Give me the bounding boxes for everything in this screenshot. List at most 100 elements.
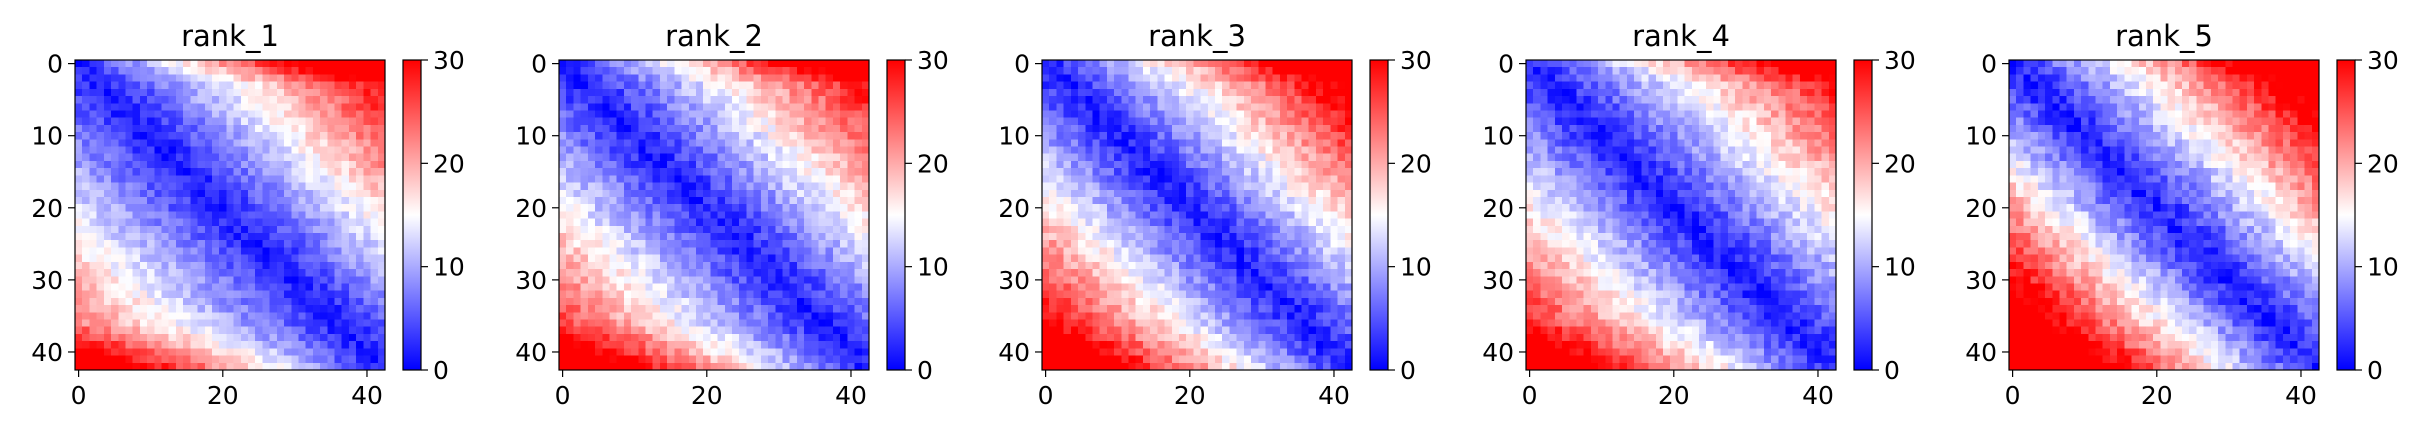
heatmap-cell <box>1251 60 1259 68</box>
heatmap-cell <box>312 204 321 212</box>
heatmap-cell <box>782 276 791 285</box>
heatmap-cell <box>768 204 776 212</box>
heatmap-cell <box>211 196 220 205</box>
heatmap-cell <box>356 362 364 371</box>
heatmap-cell <box>89 269 98 277</box>
heatmap-cell <box>226 67 235 76</box>
heatmap-cell <box>789 103 798 112</box>
heatmap-cell <box>1171 60 1180 68</box>
heatmap-cell <box>348 124 357 133</box>
heatmap-cell <box>746 326 755 335</box>
heatmap-cell <box>1222 103 1231 112</box>
heatmap-cell <box>703 211 711 220</box>
heatmap-cell <box>832 218 841 227</box>
heatmap-cell <box>580 96 589 104</box>
heatmap-cell <box>111 139 119 148</box>
heatmap-cell <box>82 348 91 357</box>
heatmap-cell <box>1142 117 1151 126</box>
heatmap-cell <box>370 225 379 234</box>
heatmap-cell <box>1236 132 1245 140</box>
heatmap-cell <box>75 290 83 299</box>
heatmap-cell <box>1279 196 1288 205</box>
heatmap-cell <box>587 348 596 357</box>
heatmap-cell <box>103 312 112 321</box>
heatmap-cell <box>1121 103 1130 112</box>
heatmap-cell <box>320 355 328 364</box>
heatmap-cell <box>659 240 668 249</box>
heatmap-cell <box>226 333 235 342</box>
heatmap-cell <box>753 297 762 306</box>
heatmap-cell <box>559 103 567 112</box>
heatmap-cell <box>298 240 307 249</box>
heatmap-cell <box>1207 74 1216 83</box>
heatmap-cell <box>768 261 776 270</box>
heatmap-cell <box>667 153 675 162</box>
heatmap-cell <box>1193 254 1202 263</box>
heatmap-cell <box>1121 132 1130 140</box>
heatmap-cell <box>1279 218 1288 227</box>
heatmap-cell <box>248 139 256 148</box>
plot-frame <box>74 59 386 371</box>
heatmap-cell <box>652 326 661 335</box>
heatmap-cell <box>688 312 697 321</box>
heatmap-cell <box>667 233 675 241</box>
heatmap-cell <box>1114 146 1122 155</box>
heatmap-cell <box>609 348 618 357</box>
heatmap-cell <box>320 160 328 169</box>
heatmap-cell <box>1157 240 1166 249</box>
heatmap-cell <box>566 153 575 162</box>
heatmap-cell <box>1301 67 1310 76</box>
heatmap-cell <box>262 196 271 205</box>
heatmap-cell <box>161 326 170 335</box>
heatmap-cell <box>305 319 314 328</box>
heatmap-cell <box>276 261 285 270</box>
heatmap-cell <box>75 60 83 68</box>
heatmap-cell <box>175 269 184 277</box>
heatmap-cell <box>327 204 336 212</box>
heatmap-cell <box>587 240 596 249</box>
heatmap-cell <box>233 74 242 83</box>
heatmap-cell <box>775 333 784 342</box>
heatmap-cell <box>356 276 364 285</box>
heatmap-cell <box>623 269 632 277</box>
heatmap-cell <box>161 211 170 220</box>
heatmap-cell <box>219 96 227 104</box>
heatmap-cell <box>1207 139 1216 148</box>
heatmap-cell <box>75 189 83 198</box>
heatmap-cell <box>746 319 755 328</box>
heatmap-cell <box>695 247 704 256</box>
heatmap-cell <box>1344 160 1353 169</box>
heatmap-cell <box>1236 153 1245 162</box>
heatmap-cell <box>659 117 668 126</box>
heatmap-cell <box>566 269 575 277</box>
heatmap-cell <box>305 168 314 176</box>
heatmap-cell <box>566 218 575 227</box>
heatmap-cell <box>1337 175 1346 184</box>
heatmap-cell <box>269 254 278 263</box>
heatmap-cell <box>370 103 379 112</box>
heatmap-cell <box>659 196 668 205</box>
heatmap-cell <box>832 240 841 249</box>
heatmap-cell <box>1099 117 1108 126</box>
heatmap-cell <box>334 276 343 285</box>
heatmap-cell <box>681 233 690 241</box>
heatmap-cell <box>1049 74 1058 83</box>
heatmap-cell <box>1330 146 1339 155</box>
heatmap-cell <box>1070 225 1079 234</box>
heatmap-cell <box>703 319 711 328</box>
heatmap-cell <box>111 297 119 306</box>
heatmap-cell <box>681 146 690 155</box>
heatmap-cell <box>334 319 343 328</box>
heatmap-cell <box>717 139 726 148</box>
heatmap-cell <box>1157 146 1166 155</box>
heatmap-cell <box>1178 88 1187 97</box>
heatmap-cell <box>1042 67 1050 76</box>
heatmap-cell <box>377 355 386 364</box>
heatmap-cell <box>1178 254 1187 263</box>
heatmap-cell <box>616 196 625 205</box>
heatmap-cell <box>161 240 170 249</box>
heatmap-cell <box>1215 124 1223 133</box>
heatmap-cell <box>262 348 271 357</box>
heatmap-cell <box>363 247 372 256</box>
heatmap-cell <box>739 132 748 140</box>
